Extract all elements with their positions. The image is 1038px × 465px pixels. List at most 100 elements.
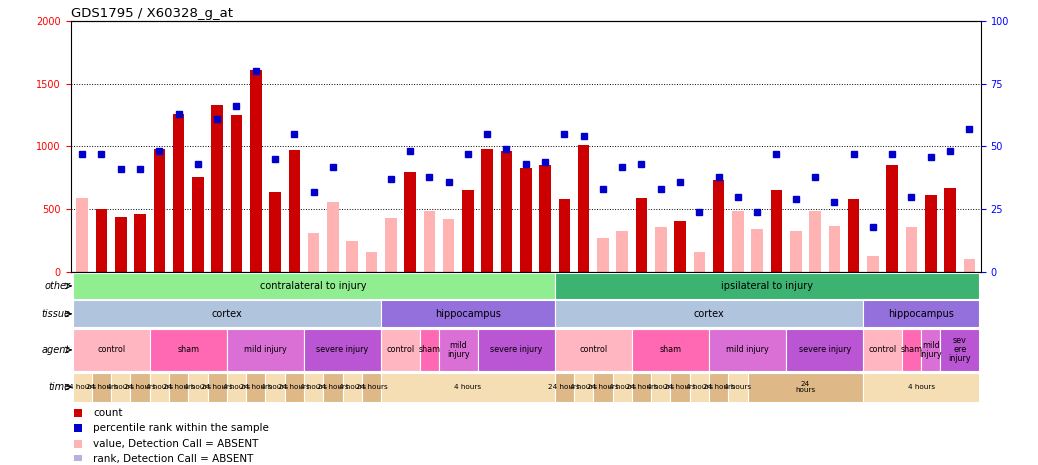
Bar <box>635 198 648 272</box>
Text: severe injury: severe injury <box>490 345 542 354</box>
Bar <box>131 372 149 402</box>
Bar <box>709 329 786 371</box>
Text: 24 hours: 24 hours <box>163 384 194 390</box>
Text: mild injury: mild injury <box>727 345 769 354</box>
Bar <box>786 329 864 371</box>
Bar <box>365 252 377 272</box>
Text: 4 hours: 4 hours <box>570 384 597 390</box>
Bar <box>362 372 381 402</box>
Bar <box>73 300 381 327</box>
Bar <box>554 272 979 299</box>
Text: other: other <box>45 281 71 291</box>
Bar <box>864 329 902 371</box>
Bar <box>810 211 821 272</box>
Text: value, Detection Call = ABSENT: value, Detection Call = ABSENT <box>93 439 258 449</box>
Bar <box>848 199 859 272</box>
Text: rank, Detection Call = ABSENT: rank, Detection Call = ABSENT <box>93 454 253 464</box>
Bar <box>940 329 979 371</box>
Bar <box>709 372 729 402</box>
Bar <box>304 329 381 371</box>
Bar <box>689 372 709 402</box>
Bar <box>304 372 323 402</box>
Text: 24 hours: 24 hours <box>356 384 387 390</box>
Text: 4 hours: 4 hours <box>69 384 95 390</box>
Text: 24 hours: 24 hours <box>664 384 695 390</box>
Text: 4 hours: 4 hours <box>338 384 365 390</box>
Text: sham: sham <box>177 345 199 354</box>
Bar <box>154 149 165 272</box>
Text: sev
ere
injury: sev ere injury <box>949 336 971 364</box>
Bar <box>828 226 840 272</box>
Bar <box>443 219 455 272</box>
Bar <box>558 199 570 272</box>
Text: 24 hours: 24 hours <box>125 384 156 390</box>
Bar <box>671 372 689 402</box>
Bar <box>381 300 554 327</box>
Text: count: count <box>93 408 122 418</box>
Bar <box>250 70 262 272</box>
Bar <box>73 272 554 299</box>
Bar <box>790 231 801 272</box>
Bar <box>632 372 651 402</box>
Text: cortex: cortex <box>212 309 242 319</box>
Text: 24 hours: 24 hours <box>548 384 580 390</box>
Bar <box>554 300 864 327</box>
Bar <box>381 329 419 371</box>
Bar <box>284 372 304 402</box>
Bar <box>111 372 131 402</box>
Text: 24 hours: 24 hours <box>588 384 619 390</box>
Bar <box>902 329 921 371</box>
Text: 24 hours: 24 hours <box>278 384 310 390</box>
Bar <box>477 329 554 371</box>
Bar <box>632 329 709 371</box>
Bar <box>482 149 493 272</box>
Bar <box>675 220 686 272</box>
Bar <box>864 372 979 402</box>
Text: 4 hours: 4 hours <box>725 384 752 390</box>
Bar <box>73 372 91 402</box>
Bar <box>230 115 242 272</box>
Text: 24 hours: 24 hours <box>317 384 349 390</box>
Bar <box>729 372 747 402</box>
Bar <box>612 372 632 402</box>
Bar <box>91 372 111 402</box>
Bar <box>347 241 358 272</box>
Text: sham: sham <box>418 345 440 354</box>
Text: 4 hours: 4 hours <box>223 384 250 390</box>
Bar <box>323 372 343 402</box>
Bar <box>266 372 284 402</box>
Bar <box>192 177 203 272</box>
Bar <box>713 180 725 272</box>
Text: 4 hours: 4 hours <box>145 384 173 390</box>
Text: ipsilateral to injury: ipsilateral to injury <box>720 281 813 291</box>
Bar <box>439 329 477 371</box>
Bar <box>578 145 590 272</box>
Bar <box>747 372 864 402</box>
Bar <box>554 372 574 402</box>
Bar <box>327 202 338 272</box>
Text: 4 hours: 4 hours <box>686 384 713 390</box>
Text: time: time <box>48 382 71 392</box>
Text: hippocampus: hippocampus <box>889 309 954 319</box>
Text: 4 hours: 4 hours <box>107 384 134 390</box>
Text: mild
injury: mild injury <box>920 341 943 359</box>
Bar <box>212 105 223 272</box>
Bar <box>693 252 705 272</box>
Text: 4 hours: 4 hours <box>455 384 482 390</box>
Text: 4 hours: 4 hours <box>907 384 934 390</box>
Text: severe injury: severe injury <box>798 345 851 354</box>
Text: control: control <box>869 345 897 354</box>
Bar <box>945 188 956 272</box>
Text: 4 hours: 4 hours <box>185 384 212 390</box>
Text: mild injury: mild injury <box>244 345 286 354</box>
Bar <box>269 192 281 272</box>
Bar <box>246 372 266 402</box>
Text: cortex: cortex <box>693 309 725 319</box>
Bar <box>867 256 879 272</box>
Text: 24 hours: 24 hours <box>85 384 117 390</box>
Text: GDS1795 / X60328_g_at: GDS1795 / X60328_g_at <box>71 7 233 20</box>
Text: 4 hours: 4 hours <box>300 384 327 390</box>
Bar <box>308 233 320 272</box>
Text: control: control <box>97 345 126 354</box>
Text: 24 hours: 24 hours <box>626 384 657 390</box>
